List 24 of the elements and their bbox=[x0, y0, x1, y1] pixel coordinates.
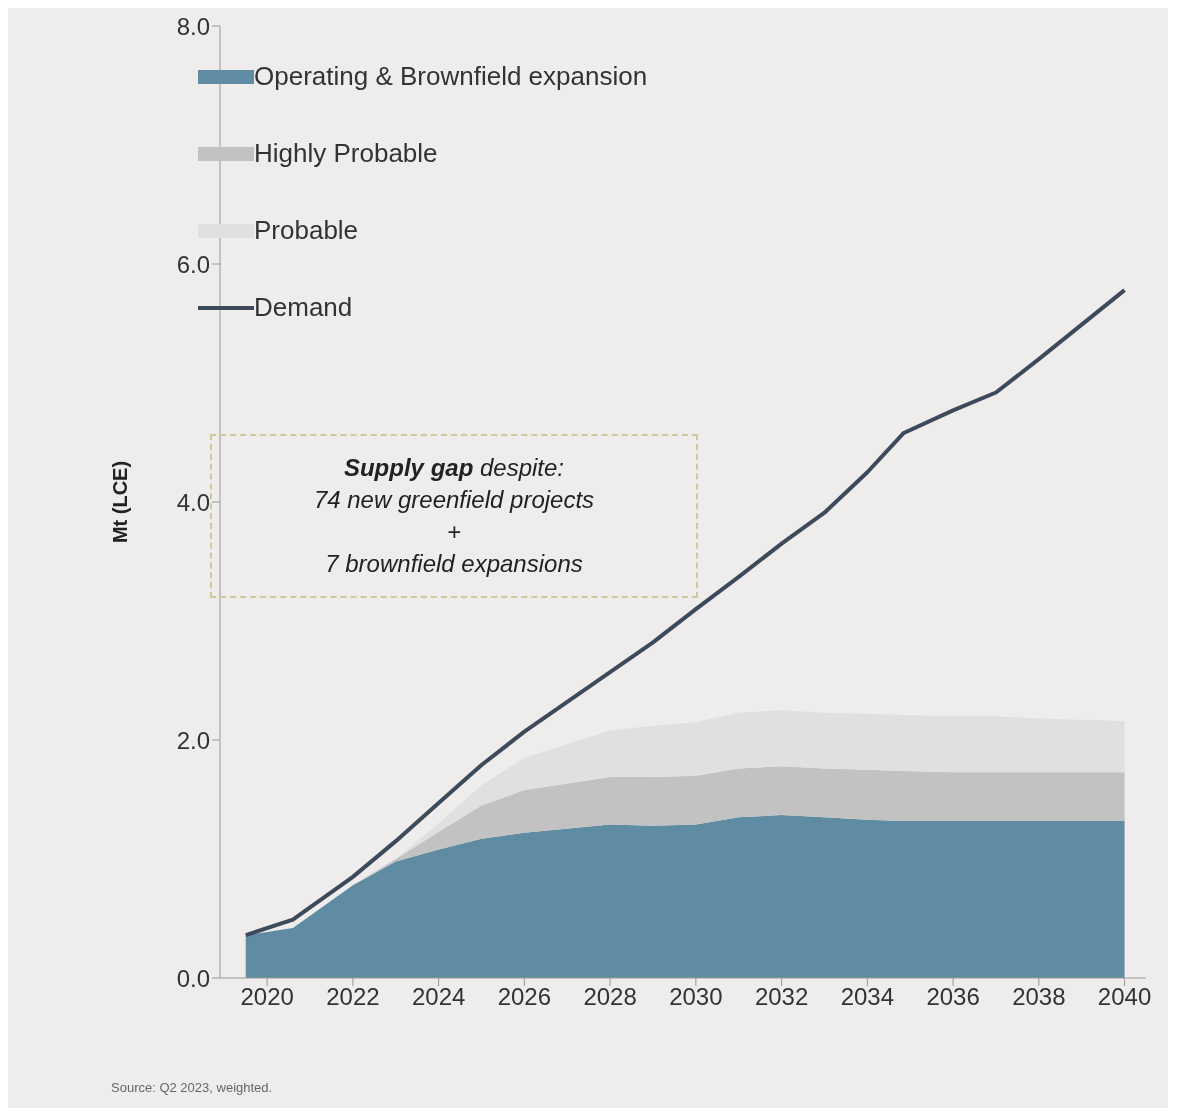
x-tick-label: 2028 bbox=[583, 983, 637, 1011]
x-tick-label: 2024 bbox=[411, 983, 466, 1011]
annotation: Supply gap despite: 74 new greenfield projects + 7 brownfield expansions bbox=[313, 453, 595, 579]
y-tick-label: 6.0 bbox=[176, 250, 210, 278]
x-tick-label: 2032 bbox=[754, 983, 809, 1011]
x-tick-label: 2034 bbox=[840, 983, 895, 1011]
source-note: Source: Q2 2023, weighted. bbox=[111, 1080, 273, 1095]
legend-label: Highly Probable bbox=[254, 138, 438, 169]
x-tick-label: 2020 bbox=[240, 983, 294, 1011]
x-tick-label: 2022 bbox=[326, 983, 380, 1011]
x-tick-label: 2030 bbox=[669, 983, 723, 1011]
x-tick-label: 2040 bbox=[1097, 983, 1152, 1011]
legend-label: Demand bbox=[254, 292, 353, 323]
y-axis-title: Mt (LCE) bbox=[109, 460, 132, 544]
x-tick-label: 2038 bbox=[1012, 983, 1066, 1011]
line-series bbox=[243, 288, 1127, 938]
y-tick-label: 2.0 bbox=[176, 726, 210, 754]
x-tick-label: 2036 bbox=[926, 983, 980, 1011]
x-tick-label: 2026 bbox=[497, 983, 552, 1011]
y-tick-label: 0.0 bbox=[176, 964, 210, 992]
legend-label: Probable bbox=[254, 215, 359, 246]
y-tick-label: 8.0 bbox=[176, 12, 210, 40]
y-tick-label: 4.0 bbox=[176, 488, 210, 516]
legend-label: Operating & Brownfield expansion bbox=[254, 61, 648, 92]
